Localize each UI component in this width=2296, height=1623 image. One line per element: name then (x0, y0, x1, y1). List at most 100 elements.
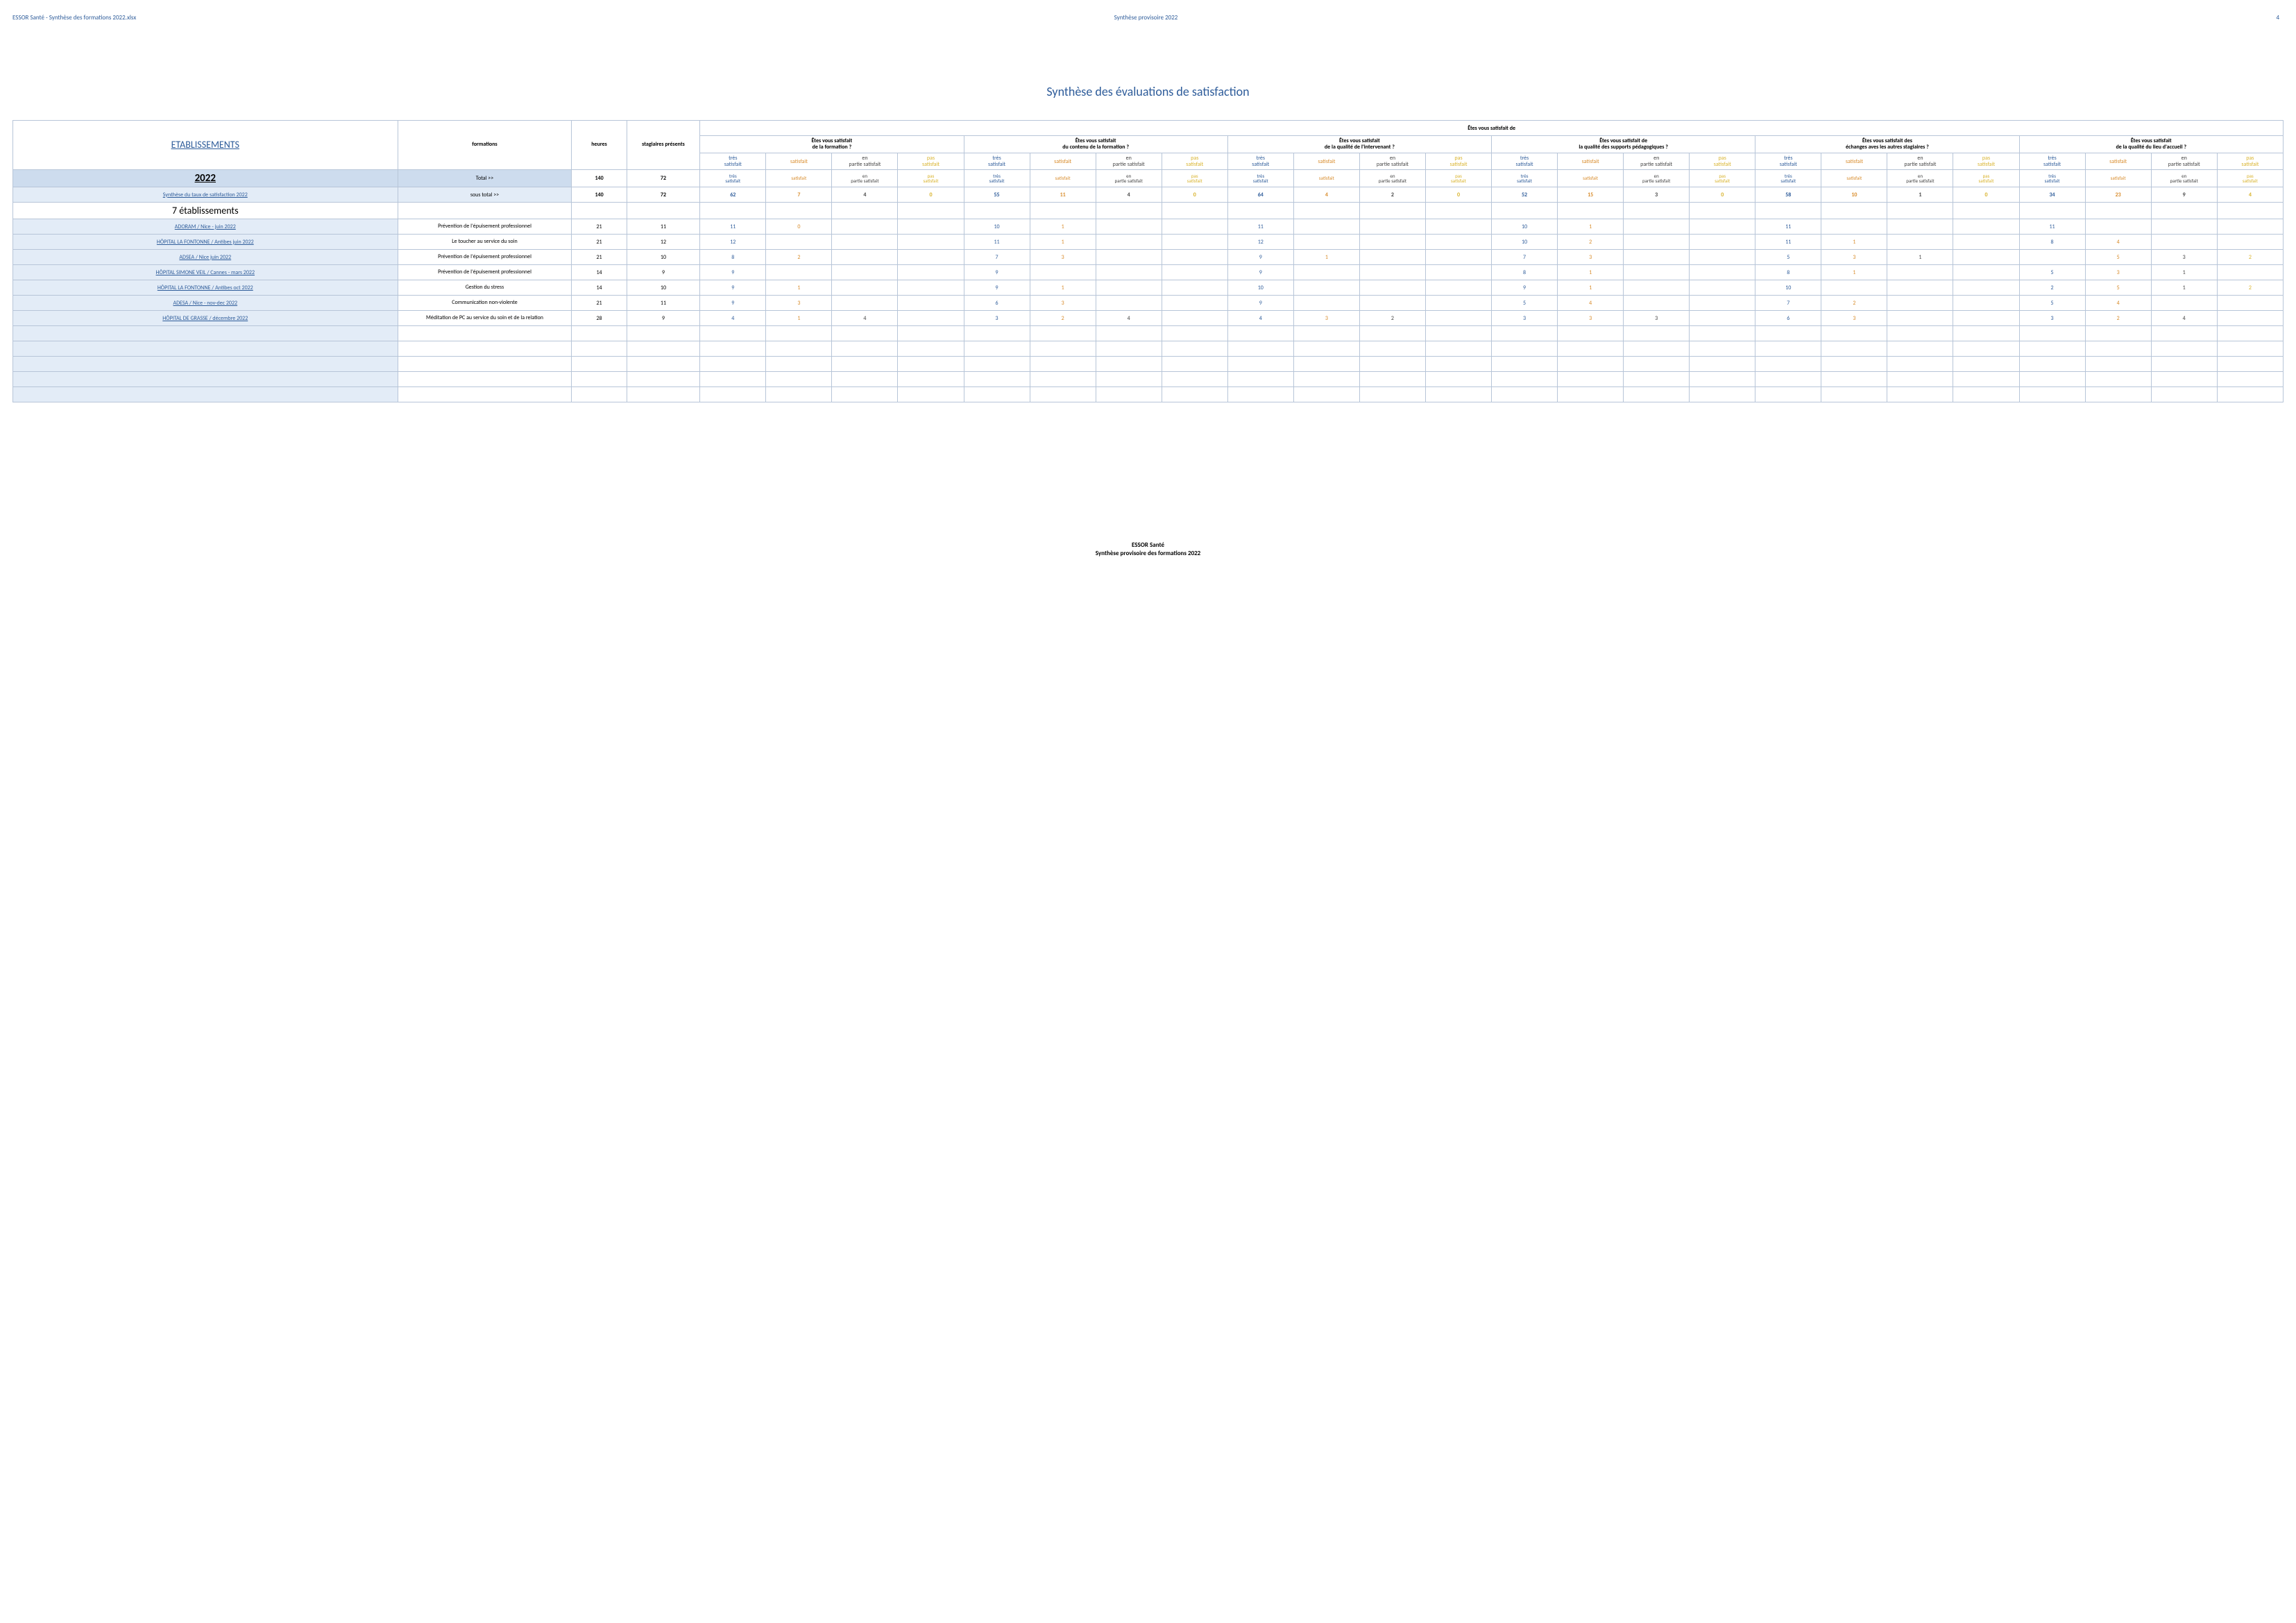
rating-header: passatisfait (1425, 153, 1491, 170)
empty (1359, 203, 1425, 219)
rating-cell (1425, 219, 1491, 235)
rating-cell: 2 (1359, 187, 1425, 203)
empty (1293, 387, 1359, 402)
footer-line1: ESSOR Santé (12, 541, 2284, 550)
rating-cell: 2 (1821, 296, 1887, 311)
rating-header: satisfait (766, 153, 832, 170)
rating-cell: 1 (1887, 187, 1953, 203)
empty (2151, 357, 2217, 372)
empty (1425, 357, 1491, 372)
est-cell: HÔPITAL LA FONTONNE / Antibes juin 2022 (13, 235, 398, 250)
rating-cell: 8 (700, 250, 766, 265)
rating-cell (832, 296, 898, 311)
rating-cell: 2 (1558, 235, 1624, 250)
empty (1624, 372, 1690, 387)
empty (1690, 372, 1755, 387)
rating-cell (2085, 219, 2151, 235)
question-header: Êtes vous satisfait deséchanges aves les… (1755, 136, 2019, 153)
rating-cell: 3 (1558, 250, 1624, 265)
rating-cell: 1 (1558, 280, 1624, 296)
rating-cell: 11 (1030, 187, 1096, 203)
empty (1558, 203, 1624, 219)
empty (2019, 387, 2085, 402)
rating-cell (898, 250, 964, 265)
empty (964, 326, 1030, 341)
est-link[interactable]: ADESA / Nice - nov-dec 2022 (173, 300, 237, 307)
empty (700, 372, 766, 387)
empty (627, 203, 700, 219)
empty (1821, 203, 1887, 219)
est-link[interactable]: ADORAM / Nice - juin 2022 (175, 223, 236, 230)
empty (627, 326, 700, 341)
empty (1293, 326, 1359, 341)
rating-cell: 3 (1030, 296, 1096, 311)
empty (1227, 357, 1293, 372)
rating-cell: 4 (2151, 311, 2217, 326)
rating-cell: 8 (2019, 235, 2085, 250)
page-title: Synthèse des évaluations de satisfaction (12, 84, 2284, 99)
est-link[interactable]: HÔPITAL SIMONE VEIL / Cannes - mars 2022 (156, 269, 255, 276)
rating-cell: 3 (2151, 250, 2217, 265)
rating-sub-header: enpartie satisfait (1359, 170, 1425, 187)
rating-cell: 11 (2019, 219, 2085, 235)
rating-sub-header: passatisfait (1425, 170, 1491, 187)
empty (1690, 203, 1755, 219)
heures-cell: 21 (572, 250, 627, 265)
synth-link[interactable]: Synthèse du taux de satisfaction 2022 (163, 192, 248, 198)
est-link[interactable]: HÔPITAL LA FONTONNE / Antibes juin 2022 (157, 239, 254, 246)
col-header-heures: heures (572, 121, 627, 170)
rating-cell: 3 (2085, 265, 2151, 280)
rating-sub-header: enpartie satisfait (1096, 170, 1162, 187)
empty (700, 357, 766, 372)
empty (1755, 341, 1821, 357)
rating-header: satisfait (2085, 153, 2151, 170)
rating-cell: 7 (964, 250, 1030, 265)
form-cell: Communication non-violente (398, 296, 572, 311)
empty (700, 387, 766, 402)
rating-cell: 9 (700, 296, 766, 311)
rating-cell (1096, 219, 1162, 235)
empty (1227, 387, 1293, 402)
empty (1821, 357, 1887, 372)
rating-cell: 10 (1492, 219, 1558, 235)
rating-cell: 62 (700, 187, 766, 203)
col-header-top-group: Êtes vous satisfait de (700, 121, 2284, 136)
page-footer: ESSOR Santé Synthèse provisoire des form… (12, 541, 2284, 557)
rating-cell (1293, 235, 1359, 250)
empty (1096, 387, 1162, 402)
est-link[interactable]: HÔPITAL LA FONTONNE / Antibes oct 2022 (158, 284, 253, 291)
empty (2019, 341, 2085, 357)
rating-sub-header: trèssatisfait (2019, 170, 2085, 187)
rating-cell (1096, 265, 1162, 280)
est-link[interactable]: HÔPITAL DE GRASSE / décembre 2022 (162, 315, 248, 322)
empty (1624, 357, 1690, 372)
rating-cell (1953, 265, 2019, 280)
empty (1162, 203, 1227, 219)
empty (1030, 372, 1096, 387)
rating-header: trèssatisfait (964, 153, 1030, 170)
empty (1030, 341, 1096, 357)
rating-cell (1624, 250, 1690, 265)
est-link[interactable]: ADSEA / Nice juin 2022 (179, 254, 231, 261)
rating-cell: 1 (1030, 219, 1096, 235)
rating-cell: 8 (1492, 265, 1558, 280)
rating-cell (1162, 219, 1227, 235)
empty (398, 341, 572, 357)
rating-cell (1624, 296, 1690, 311)
rating-header: enpartie satisfait (2151, 153, 2217, 170)
total-stag: 72 (627, 170, 700, 187)
empty (832, 372, 898, 387)
empty (1227, 372, 1293, 387)
empty (1030, 357, 1096, 372)
rating-cell (1162, 311, 1227, 326)
rating-cell (1624, 265, 1690, 280)
rating-cell: 0 (1162, 187, 1227, 203)
empty (1624, 341, 1690, 357)
rating-cell: 2 (2217, 280, 2283, 296)
est-cell: ADSEA / Nice juin 2022 (13, 250, 398, 265)
rating-cell: 3 (2019, 311, 2085, 326)
rating-sub-header: trèssatisfait (1755, 170, 1821, 187)
rating-cell (1359, 296, 1425, 311)
rating-cell: 1 (1030, 280, 1096, 296)
rating-cell (1030, 265, 1096, 280)
